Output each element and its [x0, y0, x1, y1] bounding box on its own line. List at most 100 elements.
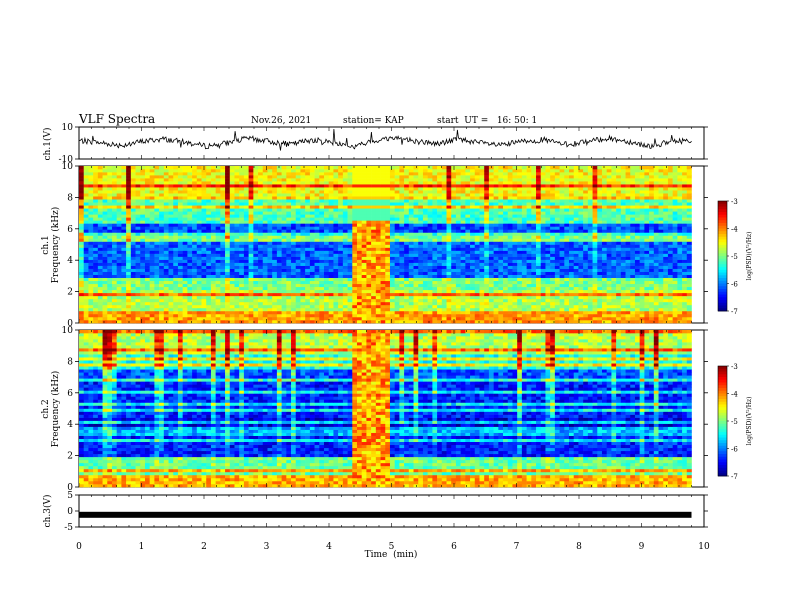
spectrogram-cell: [521, 223, 527, 227]
spectrogram-cell: [234, 232, 240, 236]
spectrogram-cell: [432, 262, 438, 266]
spectrogram-cell: [215, 205, 221, 209]
spectrogram-cell: [324, 295, 330, 300]
spectrogram-cell: [149, 313, 155, 318]
spectrogram-cell: [455, 220, 461, 224]
spectrogram-cell: [116, 247, 122, 251]
spectrogram-cell: [682, 247, 688, 251]
spectrogram-cell: [356, 310, 362, 315]
spectrogram-cell: [116, 301, 122, 306]
spectrogram-cell: [286, 268, 292, 272]
spectrogram-cell: [314, 229, 320, 233]
spectrogram-cell: [107, 211, 113, 215]
spectrogram-cell: [121, 238, 127, 242]
spectrogram-cell: [286, 298, 292, 303]
spectrogram-cell: [173, 274, 179, 279]
spectrogram-cell: [592, 310, 598, 315]
spectrogram-cell: [578, 310, 584, 315]
spectrogram-cell: [83, 223, 89, 227]
spectrogram-cell: [418, 253, 424, 257]
spectrogram-cell: [187, 226, 193, 230]
spectrogram-cell: [291, 277, 297, 282]
spectrogram-cell: [347, 235, 353, 239]
spectrogram-cell: [300, 265, 306, 269]
spectrogram-cell: [578, 304, 584, 309]
spectrogram-cell: [653, 259, 659, 263]
spectrogram-cell: [234, 277, 240, 282]
spectrogram-cell: [347, 241, 353, 245]
spectrogram-cell: [517, 262, 523, 266]
spectrogram-cell: [225, 244, 231, 248]
spectrogram-cell: [569, 283, 575, 288]
spectrogram-cell: [93, 319, 99, 324]
spectrogram-cell: [663, 217, 669, 221]
spectrogram-cell: [634, 277, 640, 282]
spectrogram-cell: [682, 280, 688, 285]
spectrogram-cell: [413, 223, 419, 227]
spectrogram-cell: [121, 229, 127, 233]
spectrogram-cell: [512, 274, 518, 279]
spectrogram-cell: [597, 280, 603, 285]
spectrogram-cell: [215, 319, 221, 324]
spectrogram-cell: [116, 283, 122, 288]
spectrogram-cell: [319, 217, 325, 221]
spectrogram-cell: [163, 304, 169, 309]
spectrogram-cell: [470, 289, 476, 294]
spectrogram-cell: [540, 274, 546, 279]
spectrogram-cell: [149, 247, 155, 251]
spectrogram-cell: [564, 289, 570, 294]
spectrogram-cell: [342, 286, 348, 291]
spectrogram-cell: [163, 286, 169, 291]
spectrogram-cell: [531, 265, 537, 269]
spectrogram-cell: [253, 244, 259, 248]
spectrogram-cell: [286, 313, 292, 318]
spectrogram-cell: [196, 280, 202, 285]
spectrogram-cell: [97, 256, 103, 260]
spectrogram-cell: [573, 208, 579, 212]
spectrogram-cell: [663, 208, 669, 212]
spectrogram-cell: [493, 316, 499, 321]
spectrogram-cell: [366, 280, 372, 285]
spectrogram-cell: [625, 286, 631, 291]
spectrogram-cell: [126, 247, 132, 251]
spectrogram-cell: [163, 274, 169, 279]
spectrogram-cell: [550, 283, 556, 288]
spectrogram-cell: [361, 217, 367, 221]
spectrogram-cell: [342, 217, 348, 221]
spectrogram-cell: [281, 220, 287, 224]
spectrogram-cell: [540, 301, 546, 306]
spectrogram-cell: [507, 298, 513, 303]
spectrogram-cell: [144, 265, 150, 269]
spectrogram-cell: [187, 238, 193, 242]
spectrogram-cell: [333, 238, 339, 242]
spectrogram-cell: [686, 250, 692, 254]
spectrogram-cell: [168, 217, 174, 221]
spectrogram-cell: [521, 208, 527, 212]
spectrogram-cell: [418, 289, 424, 294]
spectrogram-cell: [597, 226, 603, 230]
spectrogram-cell: [286, 274, 292, 279]
spectrogram-cell: [658, 238, 664, 242]
spectrogram-cell: [404, 304, 410, 309]
spectrogram-cell: [488, 280, 494, 285]
spectrogram-cell: [465, 247, 471, 251]
spectrogram-cell: [338, 286, 344, 291]
spectrogram-cell: [616, 220, 622, 224]
spectrogram-cell: [413, 274, 419, 279]
spectrogram-cell: [540, 316, 546, 321]
spectrogram-cell: [488, 241, 494, 245]
spectrogram-cell: [375, 274, 381, 279]
spectrogram-cell: [371, 208, 377, 212]
spectrogram-cell: [300, 211, 306, 215]
spectrogram-cell: [154, 244, 160, 248]
spectrogram-cell: [159, 232, 165, 236]
spectrogram-cell: [361, 301, 367, 306]
spectrogram-cell: [606, 298, 612, 303]
spectrogram-cell: [177, 286, 183, 291]
spectrogram-cell: [470, 208, 476, 212]
spectrogram-cell: [554, 274, 560, 279]
spectrogram-cell: [503, 301, 509, 306]
spectrogram-cell: [229, 304, 235, 309]
spectrogram-cell: [97, 268, 103, 272]
spectrogram-cell: [144, 307, 150, 312]
